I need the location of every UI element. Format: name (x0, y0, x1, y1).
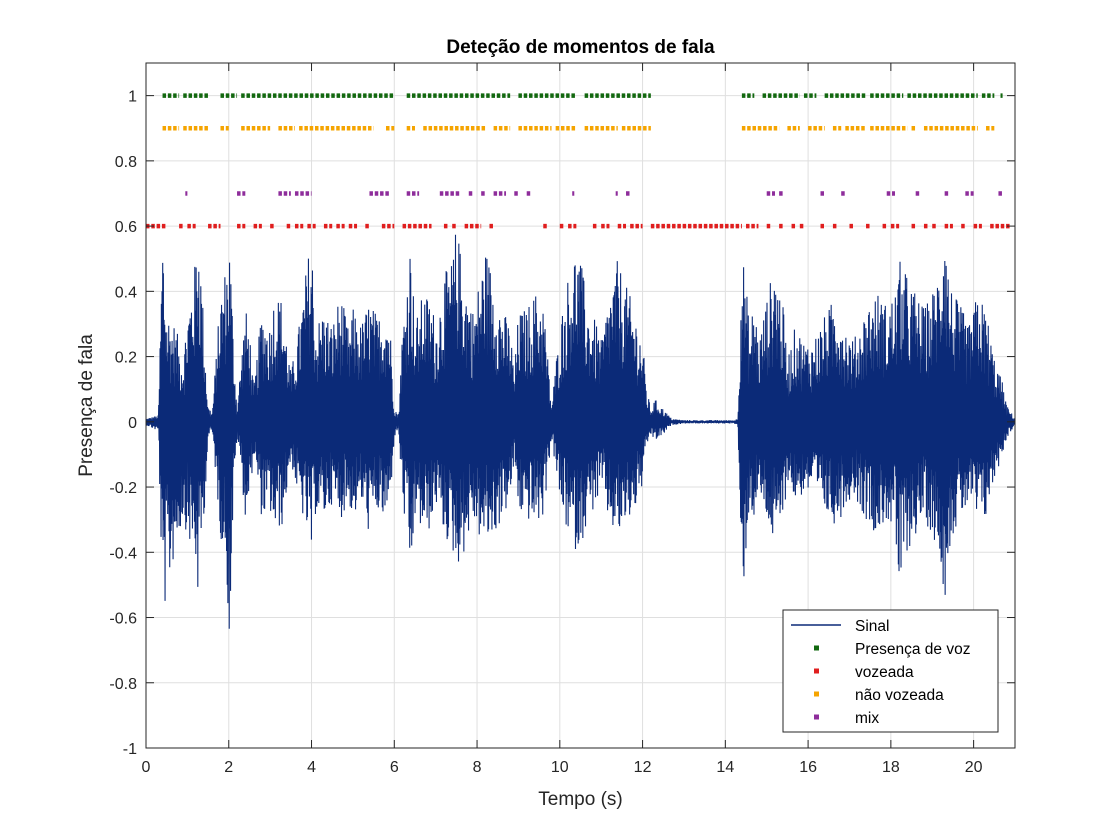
y-tick-label: 0.2 (115, 350, 137, 367)
x-tick-label: 4 (307, 759, 316, 776)
chart-title: Deteção de momentos de fala (446, 37, 715, 58)
legend-item: Sinal (791, 618, 889, 635)
series-layer (145, 93, 1016, 629)
x-tick-label: 8 (473, 759, 482, 776)
legend-marker-swatch (814, 645, 819, 651)
legend-marker-swatch (814, 691, 819, 697)
x-tick-label: 12 (634, 759, 652, 776)
y-tick-label: 0.6 (115, 219, 137, 236)
x-tick-label: 14 (716, 759, 734, 776)
legend-label: mix (855, 710, 879, 727)
legend-label: vozeada (855, 664, 914, 681)
legend-label: Sinal (855, 618, 889, 635)
legend-marker-swatch (814, 714, 819, 720)
legend-label: não vozeada (855, 687, 944, 704)
x-tick-label: 0 (142, 759, 151, 776)
x-tick-label: 2 (224, 759, 233, 776)
x-tick-label: 16 (799, 759, 817, 776)
x-tick-label: 20 (965, 759, 983, 776)
x-tick-label: 6 (390, 759, 399, 776)
legend-marker-swatch (814, 668, 819, 674)
y-tick-label: 0.4 (115, 284, 137, 301)
y-tick-label: 0.8 (115, 154, 137, 171)
y-tick-label: -0.8 (109, 676, 137, 693)
legend: Sinal Presença de voz vozeada não vozeada mi… (782, 609, 999, 733)
legend-label: Presença de voz (855, 641, 970, 658)
legend-item: mix (814, 710, 879, 727)
legend-item: vozeada (814, 664, 914, 681)
y-tick-label: -0.4 (109, 545, 137, 562)
series-sinal-waveform (145, 234, 1016, 629)
x-axis-title: Tempo (s) (538, 789, 622, 810)
plot-frame (145, 62, 1016, 749)
legend-item: não vozeada (814, 687, 944, 704)
axis-ticks: 0 2 4 6 8 10 12 14 16 18 20 -1 -0.8 -0.6 -0.4 -0.2 0 0.2 0… (109, 63, 1015, 776)
y-axis-title: Presença de fala (76, 334, 97, 477)
y-tick-label: -1 (123, 741, 137, 758)
y-tick-label: -0.2 (109, 480, 137, 497)
y-tick-label: -0.6 (109, 611, 137, 628)
y-tick-label: 0 (128, 415, 137, 432)
x-tick-label: 18 (882, 759, 900, 776)
legend-item: Presença de voz (814, 641, 970, 658)
x-tick-label: 10 (551, 759, 569, 776)
y-tick-label: 1 (128, 89, 137, 106)
